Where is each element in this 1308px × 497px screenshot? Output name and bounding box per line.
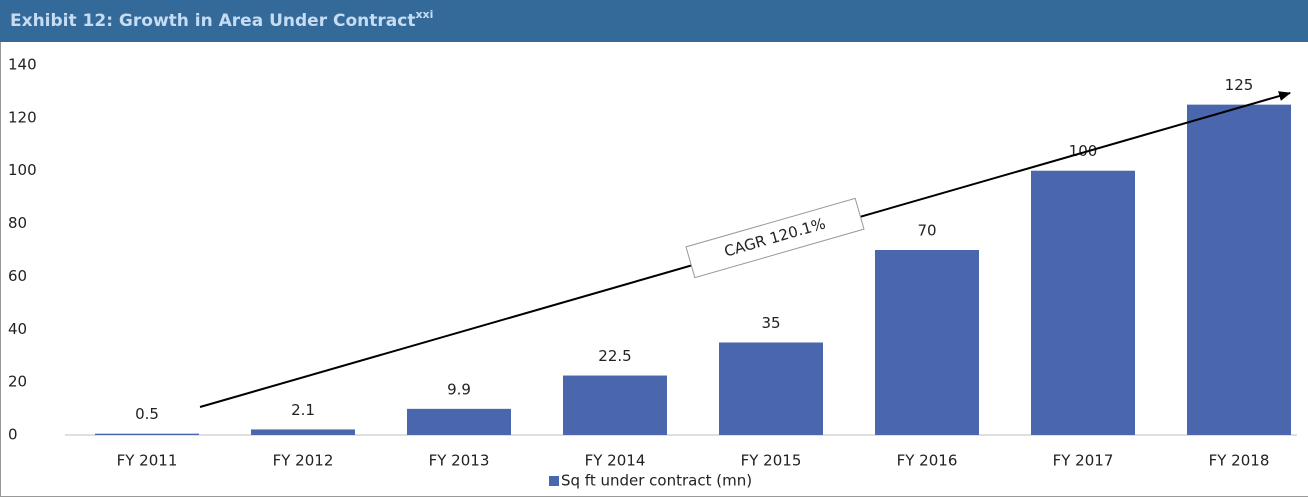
header-bar [0,0,1308,42]
value-label: 9.9 [447,380,471,398]
y-tick-label: 0 [8,426,18,444]
y-tick-label: 120 [8,108,37,126]
x-tick-label: FY 2017 [1053,452,1114,470]
y-tick-label: 80 [8,214,27,232]
x-tick-label: FY 2011 [117,452,178,470]
bar [719,342,823,435]
x-tick-label: FY 2018 [1209,452,1270,470]
bar [1031,170,1135,435]
title-main: Exhibit 12: Growth in Area Under Contrac… [10,11,415,31]
bar [563,375,667,435]
legend-label: Sq ft under contract (mn) [561,472,752,490]
y-tick-label: 60 [8,267,27,285]
x-tick-label: FY 2016 [897,452,958,470]
annotation-box [685,197,865,279]
bar [875,250,979,435]
x-tick-label: FY 2015 [741,452,802,470]
value-label: 70 [917,222,936,240]
value-label: 35 [761,314,780,332]
value-label: 0.5 [135,405,159,423]
bar [407,408,511,435]
value-label: 100 [1069,142,1098,160]
x-tick-label: FY 2012 [273,452,334,470]
bar [1187,104,1291,436]
title-superscript: xxi [415,8,433,21]
value-label: 125 [1225,76,1254,94]
legend-swatch [549,476,559,486]
y-tick-label: 20 [8,373,27,391]
annotation: CAGR 120.1% [685,197,865,279]
value-label: 22.5 [598,347,631,365]
chart-title: Exhibit 12: Growth in Area Under Contrac… [10,8,433,31]
bar [95,433,199,435]
x-tick-label: FY 2014 [585,452,646,470]
bar [251,429,355,435]
y-tick-label: 40 [8,320,27,338]
value-label: 2.1 [291,401,315,419]
y-tick-label: 140 [8,56,37,74]
y-tick-label: 100 [8,161,37,179]
x-tick-label: FY 2013 [429,452,490,470]
